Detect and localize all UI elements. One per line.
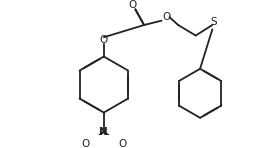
Text: O: O	[118, 139, 126, 148]
Text: N: N	[99, 127, 108, 137]
Text: O: O	[129, 0, 137, 10]
Text: O: O	[81, 139, 90, 148]
Text: S: S	[210, 17, 217, 26]
Text: O: O	[163, 12, 171, 22]
Text: O: O	[100, 35, 108, 45]
